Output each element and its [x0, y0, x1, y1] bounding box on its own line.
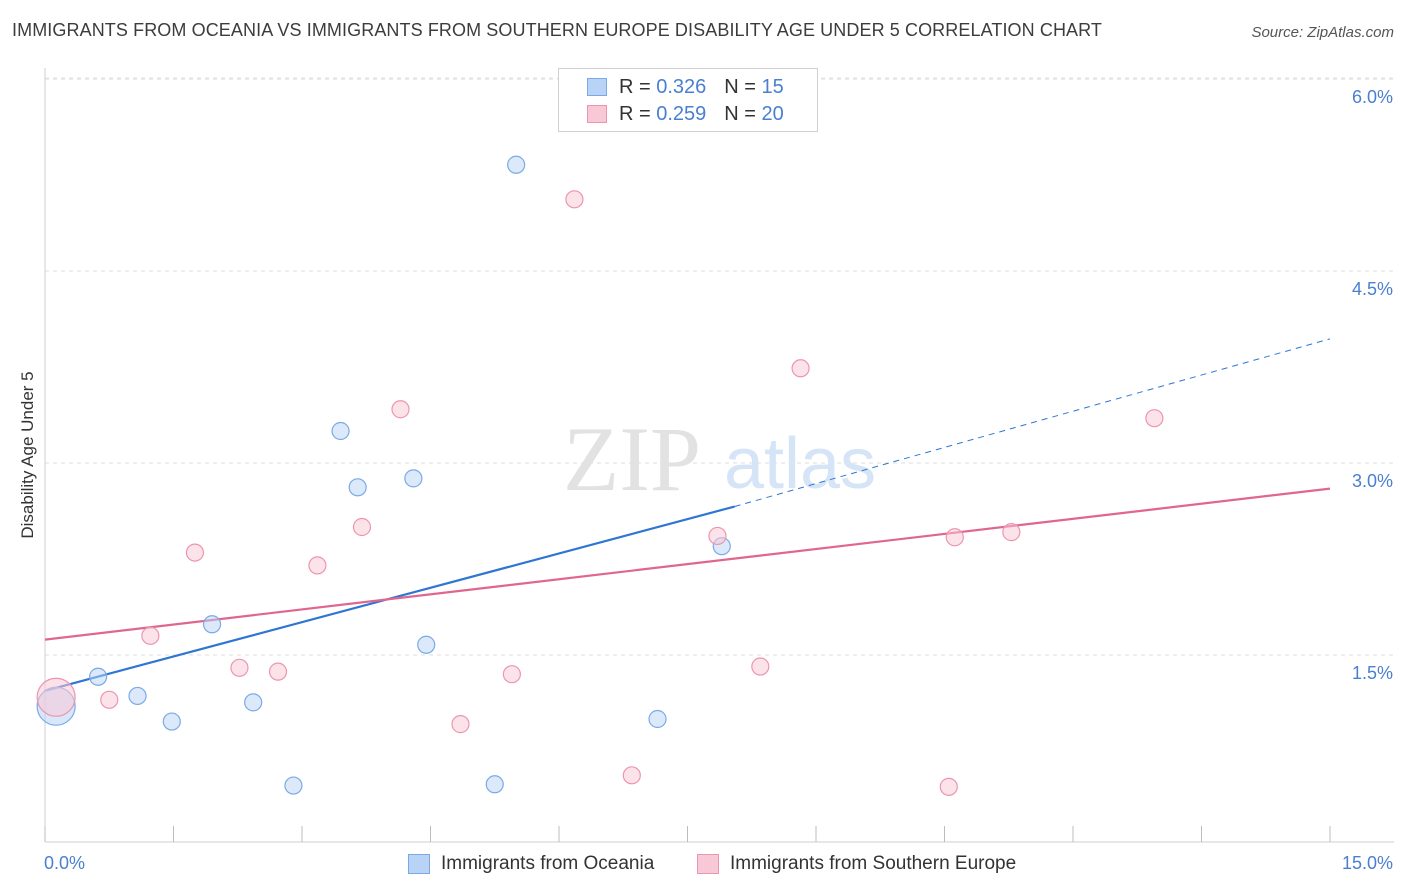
y-axis-label: Disability Age Under 5: [18, 371, 37, 538]
point-southern-europe-18: [1002, 523, 1021, 542]
point-oceania-6: [284, 776, 303, 795]
legend-r-label: R =: [619, 102, 651, 125]
point-southern-europe-16: [939, 777, 958, 796]
point-southern-europe-17: [945, 528, 964, 547]
legend-swatch-oceania: [587, 78, 607, 96]
trend-lines: [44, 338, 1331, 692]
trend-line-southern-europe: [44, 487, 1331, 641]
point-southern-europe-0: [36, 677, 76, 717]
point-southern-europe-6: [308, 556, 327, 575]
legend-r-value-oceania: 0.326: [656, 75, 707, 98]
point-southern-europe-15: [791, 359, 810, 378]
y-tick-label-3: 6.0%: [1352, 87, 1393, 107]
point-oceania-12: [507, 155, 526, 174]
point-southern-europe-5: [268, 662, 288, 681]
point-southern-europe-7: [352, 517, 372, 537]
legend-n-value-southern-europe: 20: [761, 102, 784, 125]
point-southern-europe-13: [708, 526, 727, 546]
x-tick-label-0: 0.0%: [44, 853, 85, 873]
x-tick-label-1: 15.0%: [1342, 853, 1393, 873]
chart-title: IMMIGRANTS FROM OCEANIA VS IMMIGRANTS FR…: [12, 20, 1103, 40]
point-southern-europe-3: [185, 543, 205, 562]
watermark: ZIP atlas: [563, 408, 876, 510]
point-oceania-11: [485, 775, 504, 794]
point-oceania-2: [128, 686, 147, 706]
point-southern-europe-19: [1145, 409, 1164, 428]
point-oceania-5: [244, 693, 263, 712]
point-oceania-13: [648, 709, 667, 729]
point-oceania-9: [404, 469, 423, 488]
point-southern-europe-1: [100, 690, 119, 709]
grid-lines: [45, 77, 1394, 656]
y-tick-label-0: 1.5%: [1352, 663, 1393, 683]
legend-n-value-oceania: 15: [761, 75, 784, 98]
point-oceania-3: [162, 712, 181, 731]
series-label-southern-europe: Immigrants from Southern Europe: [730, 853, 1017, 874]
legend-row-oceania: R = 0.326 N = 15: [587, 74, 784, 100]
series-legend-oceania: Immigrants from Oceania: [408, 850, 654, 878]
point-southern-europe-8: [391, 400, 410, 419]
series-label-oceania: Immigrants from Oceania: [441, 853, 655, 874]
point-southern-europe-11: [565, 190, 584, 209]
point-southern-europe-12: [622, 766, 641, 785]
point-southern-europe-4: [230, 658, 249, 677]
point-southern-europe-9: [451, 715, 470, 734]
point-oceania-1: [89, 667, 108, 686]
legend-n-label: N =: [724, 75, 756, 98]
series-legend-southern-europe: Immigrants from Southern Europe: [697, 850, 1016, 878]
legend-row-southern-europe: R = 0.259 N = 20: [587, 101, 784, 127]
point-oceania-7: [331, 421, 350, 441]
source-label: Source: ZipAtlas.com: [1251, 24, 1394, 41]
axes: [44, 68, 1394, 843]
watermark-atlas: atlas: [724, 424, 876, 504]
data-points: [36, 155, 1164, 796]
series-swatch-southern-europe: [697, 854, 719, 874]
legend-r-label: R =: [619, 75, 651, 98]
watermark-zip: ZIP: [563, 408, 701, 510]
point-southern-europe-14: [751, 657, 770, 676]
legend-r-value-southern-europe: 0.259: [656, 102, 707, 125]
y-tick-label-1: 3.0%: [1352, 471, 1393, 491]
y-tick-label-2: 4.5%: [1352, 279, 1393, 299]
series-swatch-oceania: [408, 854, 430, 874]
point-oceania-8: [348, 478, 367, 497]
legend-swatch-southern-europe: [587, 105, 607, 123]
point-southern-europe-2: [141, 626, 160, 645]
point-southern-europe-10: [502, 665, 521, 684]
legend-n-label: N =: [724, 102, 756, 125]
point-oceania-4: [202, 615, 222, 634]
correlation-legend: R = 0.326 N = 15 R = 0.259 N = 20: [558, 68, 818, 132]
point-oceania-10: [417, 635, 436, 654]
tick-labels: 1.5% 3.0% 4.5% 6.0% 0.0% 15.0%: [44, 87, 1393, 873]
trend-line-extension-oceania: [734, 338, 1331, 508]
